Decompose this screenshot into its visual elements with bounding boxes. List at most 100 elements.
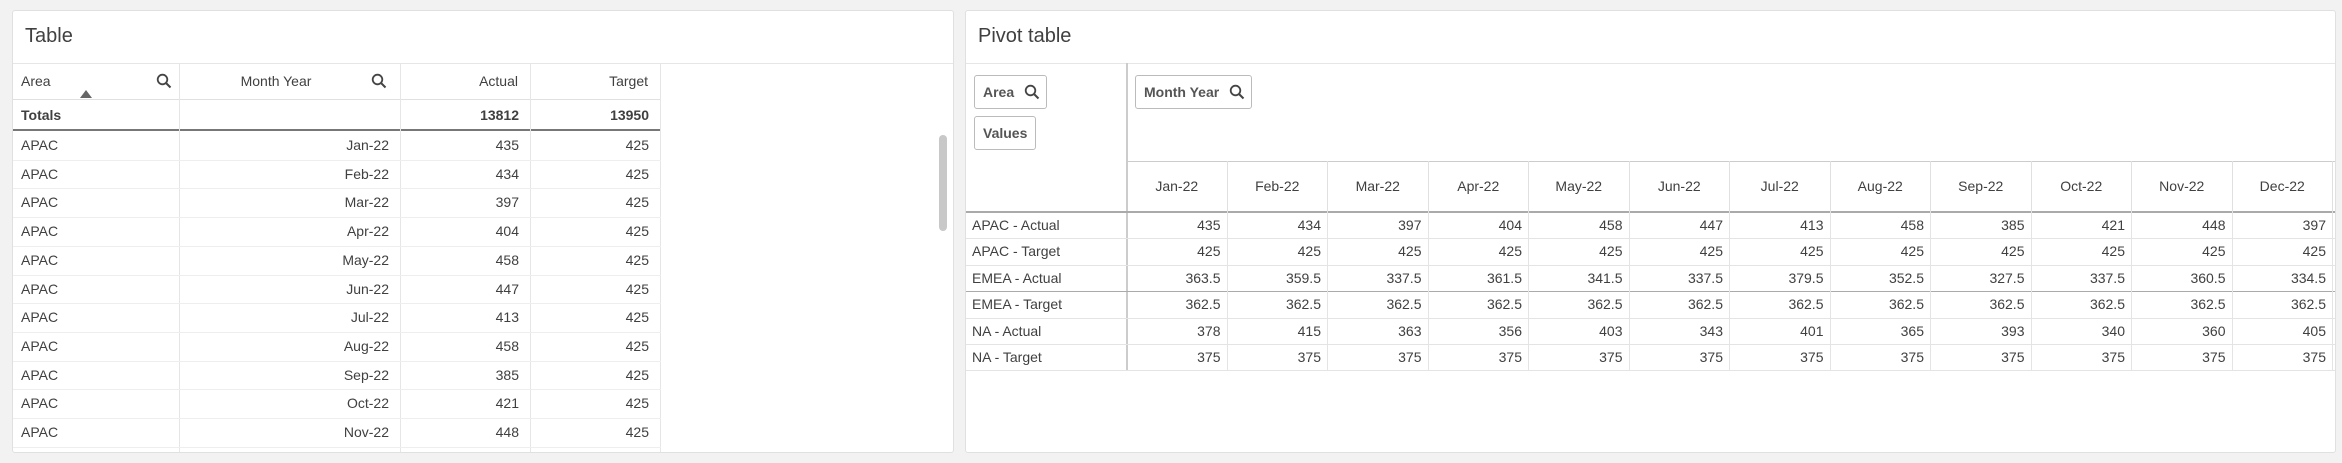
column-header: Jun-22	[1630, 161, 1730, 212]
search-icon[interactable]	[156, 73, 172, 89]
column-header: Dec-22	[2233, 161, 2333, 212]
column-header-top	[1127, 161, 2335, 162]
column-divider	[179, 99, 180, 452]
cell: 341.5	[1529, 264, 1630, 292]
cell: 425	[625, 251, 649, 268]
pivot-panel: Pivot table Area Values Month Year Jan-22 Feb…	[965, 10, 2336, 453]
cell: 379.5	[1730, 264, 1831, 292]
cell: 362.5	[1429, 291, 1529, 318]
row-divider	[966, 291, 2335, 293]
cell: 362.5	[1730, 291, 1831, 318]
search-icon[interactable]	[1229, 84, 1245, 100]
cell: 363	[1328, 317, 1429, 344]
month-year-button[interactable]: Month Year	[1135, 75, 1253, 109]
search-icon[interactable]	[1024, 84, 1040, 100]
column-header[interactable]: Month Year	[180, 63, 401, 99]
cell: 362.5	[1831, 291, 1931, 318]
cell: 362.5	[2132, 291, 2233, 318]
cell: 365	[1831, 317, 1931, 344]
cell: 334.5	[2233, 264, 2333, 292]
column-header[interactable]: Area	[13, 63, 180, 99]
row-divider	[13, 360, 661, 362]
panel-title: Pivot table	[978, 25, 1072, 47]
cell: APAC	[21, 223, 59, 240]
column-header[interactable]: Actual	[401, 63, 531, 99]
cell: Aug-22	[343, 337, 389, 354]
cell: 425	[1228, 238, 1328, 265]
cell: 397	[1328, 212, 1429, 239]
column-header: Jan-22	[1127, 161, 1228, 212]
cell: 435	[1127, 212, 1228, 239]
cell: 375	[2233, 344, 2333, 371]
header-divider	[966, 63, 2335, 64]
cell: May-22	[342, 251, 389, 268]
cell: 425	[625, 424, 649, 440]
table-panel: Table Area Month Year Actual Target Totals 138…	[12, 10, 954, 453]
cell: Mar-22	[344, 194, 389, 211]
row-header-divider	[1126, 63, 1128, 371]
column-header[interactable]: Target	[531, 63, 661, 99]
cell: APAC	[21, 194, 59, 211]
column-header: Jul-22	[1730, 161, 1831, 212]
column-header: Mar-22	[1328, 161, 1429, 212]
cell: 447	[495, 280, 519, 297]
cell: 425	[2233, 238, 2333, 265]
cell: 337.5	[1328, 264, 1429, 292]
panel-title: Table	[25, 25, 73, 47]
area-button[interactable]: Area	[974, 75, 1048, 109]
cell: APAC	[21, 366, 59, 383]
cell: APAC	[21, 137, 59, 153]
cell: 404	[495, 223, 519, 240]
values-button[interactable]: Values	[974, 116, 1037, 150]
cell: Jul-22	[350, 309, 389, 326]
cell: 340	[2032, 317, 2132, 344]
cell: Oct-22	[346, 395, 389, 412]
scrollbar[interactable]	[939, 135, 947, 231]
cell: 425	[1831, 238, 1931, 265]
totals-row	[13, 99, 661, 131]
cell: 393	[1931, 317, 2032, 344]
cell: APAC	[21, 165, 59, 182]
column-header: May-22	[1529, 161, 1630, 212]
totals-target: 13950	[610, 107, 649, 123]
cell: 425	[1529, 238, 1630, 265]
cell: 435	[495, 137, 519, 153]
cell: 425	[1127, 238, 1228, 265]
cell: 425	[2032, 238, 2132, 265]
cell: 378	[1127, 317, 1228, 344]
cell: 337.5	[1630, 264, 1730, 292]
cell: 375	[1328, 344, 1429, 371]
cell: 458	[495, 337, 519, 354]
row-divider	[13, 245, 661, 247]
cell: 404	[1429, 212, 1529, 239]
row-divider	[966, 317, 2335, 319]
cell: APAC	[21, 337, 59, 354]
cell: 362.5	[1228, 291, 1328, 318]
cell: 375	[2032, 344, 2132, 371]
cell: 425	[625, 366, 649, 383]
cell: 363.5	[1127, 264, 1228, 292]
cell: 458	[1529, 212, 1630, 239]
cell: APAC	[21, 251, 59, 268]
cell: 343	[1630, 317, 1730, 344]
cell: APAC	[21, 309, 59, 326]
search-icon[interactable]	[371, 73, 387, 89]
cell: 375	[1931, 344, 2032, 371]
cell: 362.5	[2233, 291, 2333, 318]
row-divider	[13, 389, 661, 391]
cell: 375	[1228, 344, 1328, 371]
row-divider	[966, 344, 2335, 345]
cell: 421	[2032, 212, 2132, 239]
cell: 421	[495, 395, 519, 412]
cell: 362.5	[1529, 291, 1630, 318]
cell: 359.5	[1228, 264, 1328, 292]
column-header: Aug-22	[1831, 161, 1931, 212]
row-divider	[13, 418, 661, 419]
cell: APAC	[21, 395, 59, 412]
cell: 425	[625, 337, 649, 354]
cell: 397	[2233, 212, 2333, 239]
cell: 360.5	[2132, 264, 2233, 292]
column-header: Feb-22	[1228, 161, 1328, 212]
cell: 425	[625, 395, 649, 412]
